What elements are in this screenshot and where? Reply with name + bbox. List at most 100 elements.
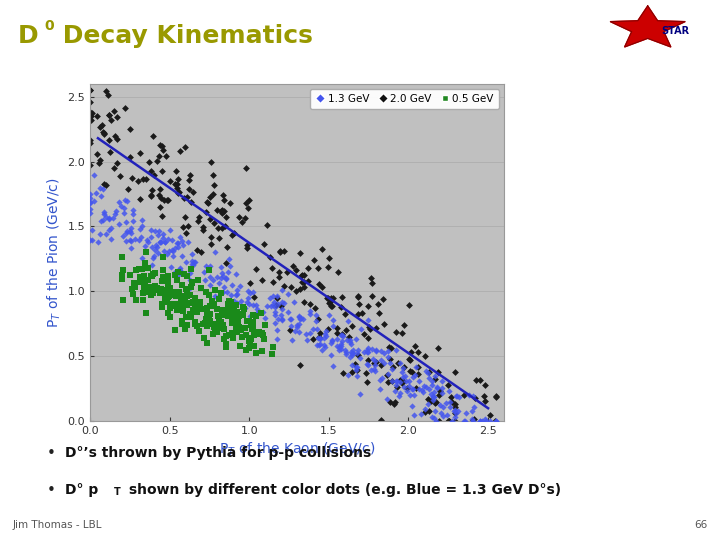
Point [314, 328, 325, 337]
Point [337, 369, 348, 377]
Point [343, 317, 354, 326]
Point [231, 286, 243, 294]
Point [386, 377, 397, 386]
Point [159, 296, 171, 305]
Point [190, 308, 202, 317]
Point [140, 247, 152, 256]
Point [351, 335, 362, 343]
Point [480, 380, 491, 389]
Point [325, 350, 337, 359]
Point [241, 244, 253, 252]
Point [145, 291, 157, 300]
Point [339, 309, 351, 318]
Point [490, 417, 502, 426]
Point [150, 282, 161, 291]
Point [119, 104, 130, 113]
Point [105, 235, 117, 244]
Point [412, 348, 423, 356]
Point [120, 218, 132, 226]
Point [154, 238, 166, 247]
Point [189, 258, 200, 266]
Point [181, 301, 193, 309]
Point [346, 350, 358, 359]
Point [89, 196, 100, 205]
Point [348, 345, 359, 354]
Point [174, 233, 186, 241]
Point [208, 181, 220, 190]
Point [171, 184, 182, 192]
Point [390, 386, 401, 395]
Point [224, 198, 235, 207]
Point [323, 299, 335, 308]
Point [189, 303, 201, 312]
Point [147, 186, 158, 194]
Point [362, 334, 374, 342]
Point [406, 401, 418, 410]
Point [363, 347, 374, 356]
Point [104, 214, 115, 222]
Point [202, 199, 213, 207]
Point [297, 315, 309, 324]
Point [101, 86, 112, 95]
Point [392, 358, 404, 367]
Point [246, 318, 257, 326]
Point [433, 391, 445, 400]
Point [336, 337, 348, 346]
Point [176, 305, 187, 314]
Text: D° p: D° p [65, 483, 98, 497]
Point [136, 254, 148, 263]
Point [298, 271, 310, 279]
Point [188, 260, 199, 269]
Point [345, 348, 356, 356]
Point [240, 331, 251, 340]
Point [444, 403, 456, 412]
Point [397, 364, 409, 373]
Point [467, 392, 479, 401]
Point [215, 206, 226, 215]
Point [204, 273, 216, 281]
Point [181, 321, 193, 330]
Point [370, 347, 382, 355]
Point [156, 299, 168, 308]
Point [156, 277, 168, 286]
Point [271, 334, 282, 343]
Point [136, 215, 148, 224]
Point [300, 329, 312, 338]
Point [297, 278, 308, 287]
Point [336, 345, 347, 354]
Point [240, 164, 251, 172]
Point [383, 377, 395, 386]
Point [194, 299, 205, 308]
Point [145, 166, 157, 175]
Point [449, 406, 460, 415]
Point [242, 286, 253, 295]
Point [220, 331, 231, 340]
Point [171, 292, 182, 301]
Point [299, 298, 310, 307]
Point [274, 268, 285, 277]
Point [407, 373, 418, 381]
Point [313, 341, 325, 349]
Point [129, 279, 140, 288]
Point [312, 264, 324, 272]
Point [312, 341, 323, 349]
Point [394, 388, 405, 397]
Point [161, 297, 173, 306]
Point [273, 272, 284, 281]
Point [166, 287, 178, 296]
Point [423, 406, 435, 415]
Text: T: T [114, 487, 120, 497]
Point [274, 247, 286, 255]
Point [172, 271, 184, 279]
Point [163, 234, 174, 243]
Point [213, 279, 225, 287]
Point [175, 266, 186, 274]
Point [186, 260, 198, 268]
Point [208, 219, 220, 227]
Point [164, 313, 176, 322]
Point [446, 416, 458, 425]
Point [449, 400, 461, 408]
Point [105, 224, 117, 232]
Point [109, 210, 121, 219]
Point [231, 289, 243, 298]
